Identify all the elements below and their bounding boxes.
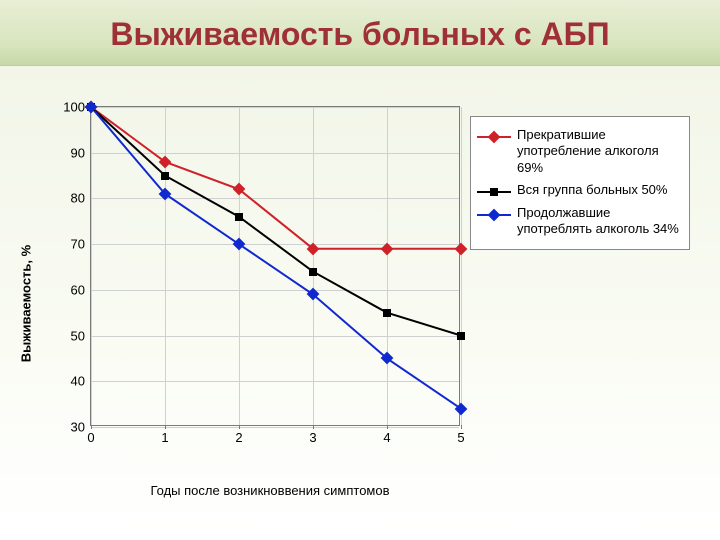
x-tick-label: 5: [457, 425, 464, 445]
legend-swatch: [477, 208, 511, 222]
plot-lines: [91, 107, 461, 427]
legend-swatch: [477, 130, 511, 144]
slide: Выживаемость больных с АБП Выживаемость,…: [0, 0, 720, 540]
gridline-horizontal: [91, 427, 459, 428]
legend-label: Продолжавшие употреблять алкоголь 34%: [517, 205, 683, 238]
y-tick-label: 90: [71, 145, 91, 160]
x-axis-label: Годы после возникноввения симптомов: [80, 483, 460, 498]
slide-title: Выживаемость больных с АБП: [0, 0, 720, 65]
legend-item-all: Вся группа больных 50%: [477, 182, 683, 199]
chart-container: Выживаемость, % 30405060708090100012345 …: [0, 66, 720, 536]
series-marker-all: [383, 309, 391, 317]
legend-label: Вся группа больных 50%: [517, 182, 667, 198]
series-line-all: [91, 107, 461, 336]
legend-item-stopped: Прекратившие употребление алкоголя 69%: [477, 127, 683, 176]
plot-region: 30405060708090100012345: [90, 106, 460, 426]
x-tick-label: 3: [309, 425, 316, 445]
series-marker-all: [457, 332, 465, 340]
gridline-vertical: [461, 107, 462, 425]
series-marker-all: [309, 268, 317, 276]
legend: Прекратившие употребление алкоголя 69% Вс…: [470, 116, 690, 250]
series-marker-all: [235, 213, 243, 221]
legend-label: Прекратившие употребление алкоголя 69%: [517, 127, 683, 176]
y-tick-label: 40: [71, 374, 91, 389]
x-tick-label: 0: [87, 425, 94, 445]
title-band: Выживаемость больных с АБП: [0, 0, 720, 66]
y-tick-label: 70: [71, 237, 91, 252]
y-tick-label: 50: [71, 328, 91, 343]
x-tick-label: 2: [235, 425, 242, 445]
legend-item-continued: Продолжавшие употреблять алкоголь 34%: [477, 205, 683, 238]
legend-swatch: [477, 185, 511, 199]
x-tick-label: 4: [383, 425, 390, 445]
chart-area: Выживаемость, % 30405060708090100012345 …: [20, 96, 700, 496]
y-axis-label: Выживаемость, %: [19, 245, 34, 362]
y-tick-label: 80: [71, 191, 91, 206]
x-tick-label: 1: [161, 425, 168, 445]
series-marker-all: [161, 172, 169, 180]
y-tick-label: 60: [71, 282, 91, 297]
series-line-continued: [91, 107, 461, 409]
series-line-stopped: [91, 107, 461, 249]
